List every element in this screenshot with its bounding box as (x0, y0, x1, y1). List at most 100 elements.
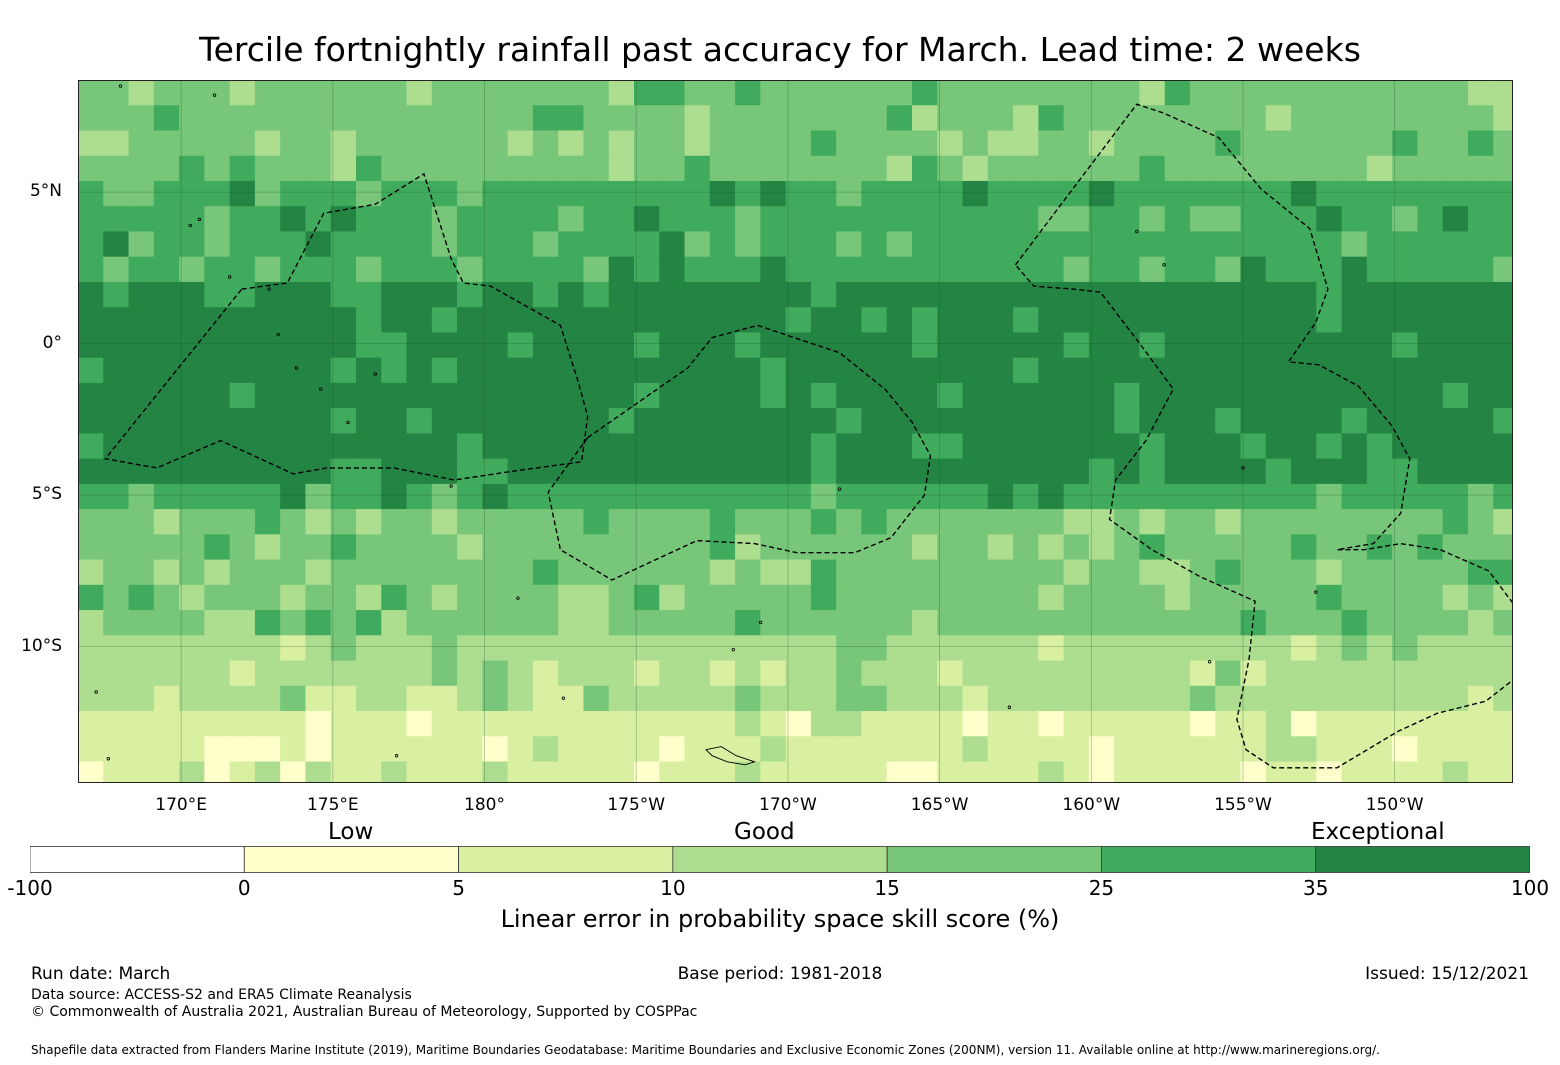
skill-cell (1265, 155, 1292, 182)
skill-cell (735, 433, 761, 460)
skill-cell (482, 80, 509, 106)
skill-cell (1467, 206, 1494, 233)
skill-cell (507, 80, 534, 106)
skill-cell (128, 307, 155, 334)
skill-cell (381, 105, 408, 132)
skill-cell (911, 332, 938, 359)
skill-cell (1291, 357, 1317, 384)
skill-cell (1139, 130, 1166, 157)
skill-cell (153, 105, 180, 132)
skill-cell (431, 332, 458, 359)
skill-cell (1467, 80, 1494, 106)
skill-cell (659, 711, 686, 737)
skill-cell (78, 610, 104, 636)
skill-cell (886, 80, 913, 106)
skill-cell (280, 483, 307, 510)
skill-cell (1392, 736, 1419, 763)
skill-cell (103, 256, 130, 283)
data-source: Data source: ACCESS-S2 and ERA5 Climate … (31, 987, 412, 1003)
skill-cell (1189, 382, 1216, 409)
skill-cell (355, 382, 382, 409)
skill-cell (810, 736, 837, 763)
skill-cell (861, 483, 888, 510)
skill-cell (103, 584, 130, 611)
skill-cell (785, 130, 812, 157)
skill-cell (1265, 433, 1292, 460)
skill-cell (962, 155, 989, 182)
skill-cell (229, 509, 256, 535)
skill-cell (532, 433, 559, 460)
skill-cell (1038, 534, 1065, 561)
skill-cell (431, 685, 458, 712)
skill-cell (1114, 357, 1141, 384)
skill-cell (558, 509, 585, 535)
skill-cell (861, 761, 888, 783)
skill-cell (229, 155, 256, 182)
island-outline (267, 287, 271, 291)
island-outline (758, 620, 763, 625)
skill-cell (305, 635, 332, 662)
skill-cell (482, 105, 509, 132)
skill-cell (911, 307, 938, 334)
skill-cell (1493, 231, 1513, 258)
skill-cell (1493, 458, 1513, 485)
skill-cell (558, 231, 585, 258)
skill-cell (457, 635, 483, 662)
skill-cell (861, 433, 888, 460)
skill-cell (1467, 155, 1494, 182)
skill-cell (1467, 433, 1494, 460)
skill-cell (280, 105, 307, 132)
skill-cell (987, 155, 1014, 182)
colorbar-tick-label: 5 (452, 876, 465, 900)
skill-cell (583, 685, 610, 712)
skill-cell (431, 761, 458, 783)
skill-cell (406, 660, 433, 687)
skill-cell (532, 155, 559, 182)
skill-cell (1316, 256, 1343, 283)
skill-cell (1265, 206, 1292, 233)
skill-cell (1417, 685, 1444, 712)
skill-cell (861, 610, 888, 636)
skill-cell (1114, 382, 1141, 409)
skill-cell (1316, 130, 1343, 157)
skill-cell (204, 357, 231, 384)
skill-cell (1038, 281, 1065, 308)
skill-cell (760, 635, 787, 662)
skill-cell (1265, 610, 1292, 636)
skill-cell (937, 206, 964, 233)
skill-cell (1442, 509, 1469, 535)
skill-cell (760, 80, 787, 106)
skill-cell (1215, 180, 1242, 207)
skill-cell (355, 610, 382, 636)
skill-cell (1467, 105, 1494, 132)
skill-cell (1493, 584, 1513, 611)
skill-cell (684, 736, 711, 763)
skill-cell (229, 761, 256, 783)
skill-cell (659, 281, 686, 308)
skill-cell (1291, 635, 1317, 662)
skill-cell (532, 307, 559, 334)
skill-cell (583, 761, 610, 783)
skill-cell (431, 281, 458, 308)
skill-cell (330, 509, 357, 535)
skill-cell (886, 458, 913, 485)
skill-cell (1013, 256, 1039, 283)
skill-cell (204, 256, 231, 283)
skill-cell (179, 80, 205, 106)
skill-cell (305, 509, 332, 535)
skill-cell (406, 332, 433, 359)
skill-cell (1392, 80, 1419, 106)
skill-cell (962, 458, 989, 485)
skill-cell (1114, 130, 1141, 157)
skill-cell (659, 382, 686, 409)
skill-cell (1013, 80, 1039, 106)
skill-cell (204, 736, 231, 763)
skill-cell (1417, 559, 1444, 586)
skill-cell (1493, 685, 1513, 712)
skill-cell (760, 610, 787, 636)
colorbar-segment (886, 846, 1102, 873)
skill-cell (1341, 433, 1368, 460)
skill-cell (204, 685, 231, 712)
skill-cell (1392, 281, 1419, 308)
skill-cell (1240, 610, 1267, 636)
